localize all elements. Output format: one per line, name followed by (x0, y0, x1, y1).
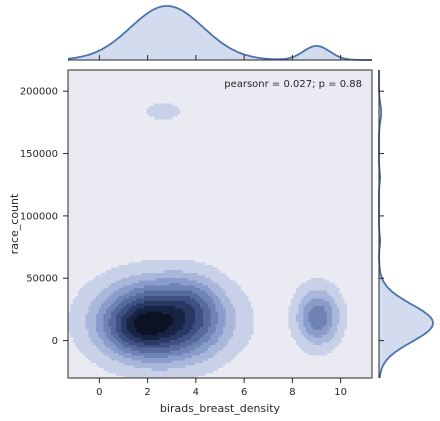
pearson-annotation: pearsonr = 0.027; p = 0.88 (224, 79, 362, 90)
kde-contours (68, 103, 348, 379)
x-marginal-kde (67, 5, 372, 61)
x-tick-label: 8 (289, 387, 295, 398)
y-axis-ticks: 0 50000 100000 150000 200000 (20, 87, 68, 347)
x-tick-label: 4 (193, 387, 199, 398)
x-tick-label: 2 (144, 387, 150, 398)
y-tick-label: 0 (52, 336, 58, 347)
joint-plot-frame (67, 69, 373, 379)
y-axis-title: race_count (8, 193, 21, 254)
y-tick-label: 150000 (20, 149, 58, 160)
x-tick-label: 10 (334, 387, 347, 398)
x-marginal-line (67, 5, 372, 61)
y-marginal-kde (378, 70, 434, 379)
joint-kde-panel: 0 2 4 6 8 10 0 50000 100000 150000 200000 pearson… (8, 69, 373, 415)
x-axis-ticks: 0 2 4 6 8 10 (96, 378, 347, 398)
x-tick-label: 0 (96, 387, 102, 398)
x-axis-title: birads_breast_density (160, 402, 281, 415)
y-tick-label: 200000 (20, 87, 58, 98)
x-tick-label: 6 (241, 387, 247, 398)
y-tick-label: 100000 (20, 211, 58, 222)
x-marginal-fill (68, 6, 372, 60)
kde-contour-level-9 (133, 311, 173, 335)
y-tick-label: 50000 (26, 274, 58, 285)
y-marginal-fill (379, 70, 433, 378)
